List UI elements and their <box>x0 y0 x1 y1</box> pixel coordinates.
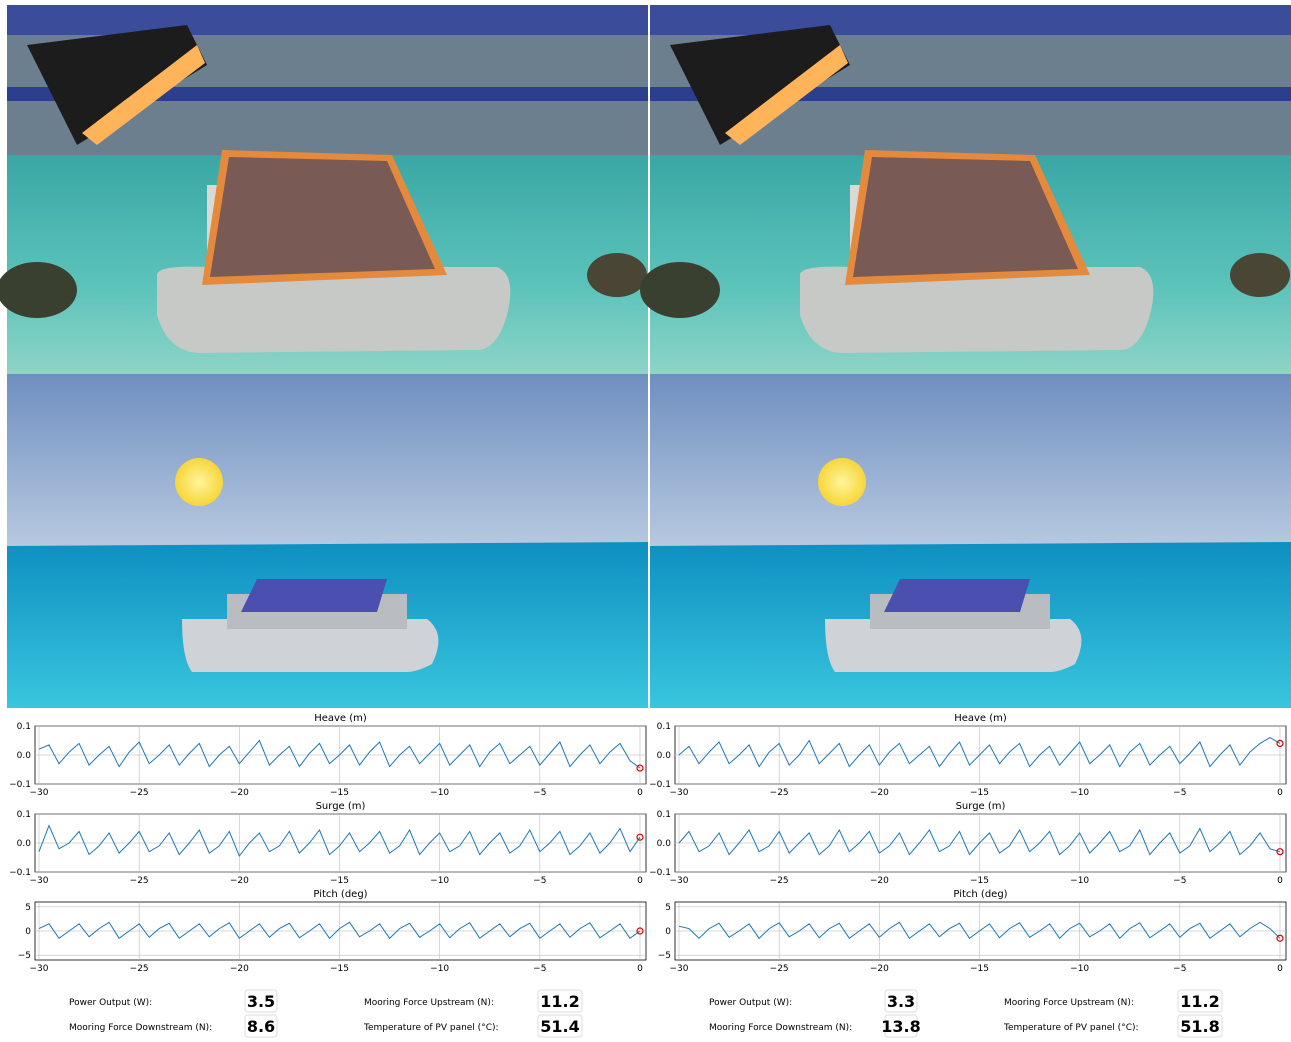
camera-feed <box>0 5 648 374</box>
x-tick-label: 0 <box>1277 876 1283 886</box>
x-tick-label: −25 <box>130 964 149 974</box>
y-tick-label: 0.0 <box>657 751 672 761</box>
x-tick-label: −15 <box>970 788 989 798</box>
readout-value: 51.8 <box>1180 1017 1219 1036</box>
x-tick-label: −25 <box>130 876 149 886</box>
y-tick-label: −5 <box>18 951 31 961</box>
x-tick-label: −25 <box>770 788 789 798</box>
y-tick-label: 0.0 <box>17 839 32 849</box>
x-tick-label: −10 <box>1070 964 1089 974</box>
chart-title: Heave (m) <box>314 713 367 724</box>
chart-title: Pitch (deg) <box>953 889 1007 900</box>
x-tick-label: −20 <box>870 788 889 798</box>
x-tick-label: −15 <box>330 788 349 798</box>
y-tick-label: −0.1 <box>649 780 671 790</box>
chart-title: Pitch (deg) <box>313 889 367 900</box>
x-tick-label: 0 <box>637 964 643 974</box>
x-tick-label: −30 <box>670 876 689 886</box>
x-tick-label: −10 <box>430 964 449 974</box>
y-tick-label: 0.1 <box>17 722 31 732</box>
y-tick-label: −0.1 <box>9 868 31 878</box>
x-tick-label: −15 <box>970 964 989 974</box>
y-tick-label: 0 <box>25 927 31 937</box>
readout-value: 3.3 <box>887 992 915 1011</box>
x-tick-label: −10 <box>1070 876 1089 886</box>
x-tick-label: 0 <box>637 788 643 798</box>
x-tick-label: 0 <box>637 876 643 886</box>
readout-label: Temperature of PV panel (°C): <box>363 1023 499 1033</box>
x-tick-label: −5 <box>533 876 546 886</box>
readout-value: 8.6 <box>247 1017 275 1036</box>
readout-label: Mooring Force Upstream (N): <box>364 998 494 1008</box>
y-tick-label: −5 <box>658 951 671 961</box>
x-tick-label: −20 <box>870 876 889 886</box>
x-tick-label: −10 <box>430 788 449 798</box>
x-tick-label: −5 <box>533 964 546 974</box>
y-tick-label: 0.1 <box>657 722 671 732</box>
x-tick-label: −10 <box>430 876 449 886</box>
chart-title: Heave (m) <box>954 713 1007 724</box>
x-tick-label: −30 <box>30 788 49 798</box>
x-tick-label: −15 <box>330 876 349 886</box>
x-tick-label: −20 <box>230 788 249 798</box>
x-tick-label: −20 <box>870 964 889 974</box>
readout-value: 3.5 <box>247 992 275 1011</box>
readout-value: 51.4 <box>540 1017 579 1036</box>
x-tick-label: −15 <box>970 876 989 886</box>
x-tick-label: −20 <box>230 964 249 974</box>
x-tick-label: −30 <box>670 788 689 798</box>
app-screen: Heave (m) −0.1 0.0 0.1 −30 −25 −20 −15 −10 −5 0 Sur… <box>0 0 1291 1038</box>
x-tick-label: −25 <box>770 964 789 974</box>
readout-value: 11.2 <box>1180 992 1219 1011</box>
readout-label: Power Output (W): <box>69 998 152 1008</box>
chart-title: Surge (m) <box>956 801 1006 812</box>
x-tick-label: −20 <box>230 876 249 886</box>
x-tick-label: 0 <box>1277 788 1283 798</box>
y-tick-label: 0.0 <box>17 751 32 761</box>
y-tick-label: 0 <box>665 927 671 937</box>
simulation-view <box>650 374 1291 708</box>
y-tick-label: 0.1 <box>17 810 31 820</box>
x-tick-label: −25 <box>130 788 149 798</box>
x-tick-label: −25 <box>770 876 789 886</box>
readout-label: Power Output (W): <box>709 998 792 1008</box>
x-tick-label: −5 <box>533 788 546 798</box>
chart-title: Surge (m) <box>316 801 366 812</box>
x-tick-label: −10 <box>1070 788 1089 798</box>
x-tick-label: 0 <box>1277 964 1283 974</box>
readout-label: Mooring Force Downstream (N): <box>69 1023 212 1033</box>
y-tick-label: 5 <box>665 903 671 913</box>
x-tick-label: −5 <box>1173 964 1186 974</box>
y-tick-label: 0.0 <box>657 839 672 849</box>
simulation-view <box>7 374 648 708</box>
y-tick-label: −0.1 <box>649 868 671 878</box>
readout-value: 11.2 <box>540 992 579 1011</box>
x-tick-label: −15 <box>330 964 349 974</box>
y-tick-label: 0.1 <box>657 810 671 820</box>
x-tick-label: −30 <box>30 876 49 886</box>
readout-label: Temperature of PV panel (°C): <box>1003 1023 1139 1033</box>
camera-feed <box>640 5 1291 374</box>
y-tick-label: 5 <box>25 903 31 913</box>
readout-value: 13.8 <box>881 1017 920 1036</box>
readout-label: Mooring Force Upstream (N): <box>1004 998 1134 1008</box>
x-tick-label: −30 <box>670 964 689 974</box>
x-tick-label: −5 <box>1173 788 1186 798</box>
y-tick-label: −0.1 <box>9 780 31 790</box>
x-tick-label: −5 <box>1173 876 1186 886</box>
x-tick-label: −30 <box>30 964 49 974</box>
readout-label: Mooring Force Downstream (N): <box>709 1023 852 1033</box>
